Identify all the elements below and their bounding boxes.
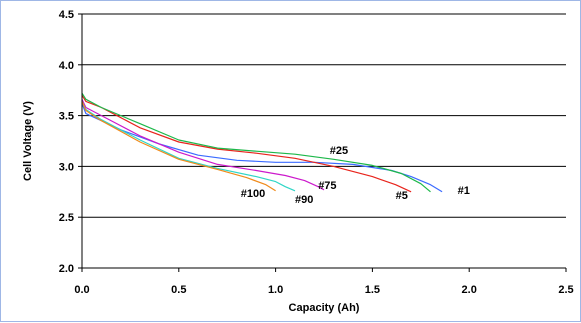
x-tick-label: 1.0 — [268, 284, 283, 296]
x-axis-label: Capacity (Ah) — [289, 302, 360, 314]
series-line — [81, 101, 296, 192]
gridlines — [82, 13, 566, 218]
y-tick-label: 2.5 — [59, 212, 74, 224]
cycle-label: #90 — [295, 194, 313, 206]
x-tick-label: 0.5 — [171, 284, 186, 296]
y-tick-label: 3.0 — [59, 161, 74, 173]
y-tick-label: 4.5 — [59, 9, 74, 21]
y-tick-label: 2.0 — [59, 263, 74, 275]
x-tick-label: 2.5 — [558, 284, 573, 296]
cycle-label: #25 — [330, 145, 348, 157]
cycle-label: #75 — [318, 180, 336, 192]
series-line — [81, 92, 431, 193]
axes: 2.0 2.5 3.0 3.5 4.0 4.5 0.0 0.5 1.0 1.5 2.0 2.5 — [59, 9, 574, 296]
y-axis-label: Cell Voltage (V) — [22, 101, 34, 181]
series-line — [81, 99, 325, 191]
y-tick-label: 3.5 — [59, 111, 74, 123]
cycle-labels: #1 #5 #25 #75 #90 #100 — [241, 145, 470, 206]
series-lines — [81, 92, 443, 193]
y-tick-label: 4.0 — [59, 60, 74, 72]
x-tick-label: 0.0 — [74, 284, 89, 296]
cycle-label: #100 — [241, 188, 265, 200]
cycle-label: #1 — [458, 185, 470, 197]
cycle-label: #5 — [396, 190, 408, 202]
x-tick-label: 1.5 — [365, 284, 380, 296]
series-line — [81, 101, 276, 192]
x-tick-label: 2.0 — [462, 284, 477, 296]
